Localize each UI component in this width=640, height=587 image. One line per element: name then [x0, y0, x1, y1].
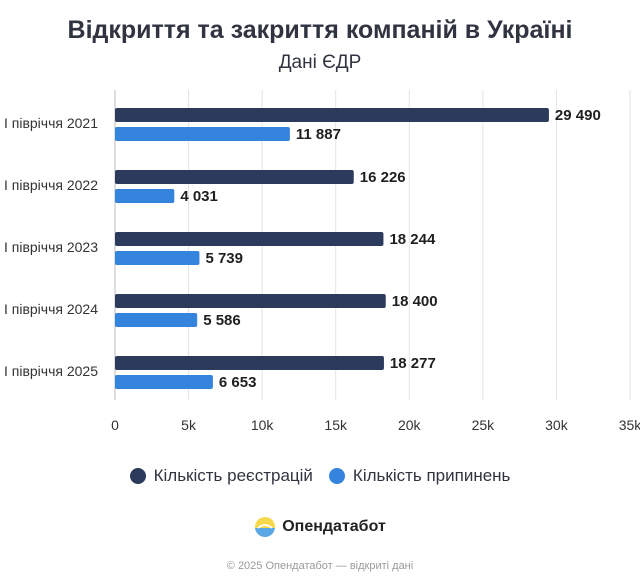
- legend-swatch-terminations: [328, 468, 345, 484]
- legend-item-registrations[interactable]: Кількість реєстрацій: [129, 466, 313, 486]
- bar-terminations: [115, 313, 198, 327]
- legend-swatch-registrations: [129, 468, 146, 484]
- bar-registrations: [115, 294, 386, 308]
- bar-registrations: [115, 170, 354, 184]
- bar-value-label: 18 400: [392, 293, 438, 310]
- x-tick-label: 20k: [398, 417, 422, 433]
- bar-registrations: [115, 108, 549, 122]
- bar-value-label: 6 653: [219, 374, 257, 391]
- footer-text: © 2025 Опендатабот — відкриті дані: [226, 560, 414, 572]
- x-tick-label: 30k: [545, 417, 569, 433]
- bar-terminations: [115, 375, 213, 389]
- legend-label-registrations: Кількість реєстрацій: [153, 466, 313, 485]
- bar-terminations: [115, 189, 175, 203]
- bar-value-label: 5 739: [205, 250, 243, 267]
- bar-value-label: 18 244: [389, 231, 436, 248]
- chart-title: Відкриття та закриття компаній в Україні: [67, 16, 573, 44]
- x-tick-label: 25k: [472, 417, 496, 433]
- bar-value-label: 18 277: [390, 355, 436, 372]
- bar-chart: 0 5k 10k 15k 20k 25k 30k 35k I півріччя 2021 I пі…: [4, 90, 640, 433]
- x-tick-label: 15k: [324, 417, 348, 433]
- bar-value-label: 11 887: [296, 126, 341, 143]
- x-tick-label: 35k: [619, 417, 640, 433]
- category-label: I півріччя 2025: [4, 363, 98, 379]
- brand-name: Опендатабот: [282, 518, 386, 535]
- bar-value-label: 4 031: [180, 188, 218, 205]
- bar-terminations: [115, 127, 290, 141]
- bar-registrations: [115, 232, 384, 246]
- x-tick-label: 0: [111, 417, 119, 433]
- opendatabot-logo-icon: [255, 517, 276, 537]
- category-label: I півріччя 2022: [4, 177, 98, 193]
- chart-subtitle: Дані ЄДР: [278, 52, 362, 73]
- legend: Кількість реєстрацій Кількість припинень: [0, 466, 640, 486]
- category-label: I півріччя 2021: [4, 115, 98, 131]
- bar-value-label: 16 226: [360, 169, 406, 186]
- x-tick-label: 5k: [181, 417, 197, 433]
- category-label: I півріччя 2024: [4, 301, 98, 317]
- bar-value-label: 5 586: [203, 312, 241, 329]
- x-tick-label: 10k: [251, 417, 275, 433]
- legend-label-terminations: Кількість припинень: [352, 466, 511, 485]
- bar-value-label: 29 490: [555, 107, 601, 124]
- legend-item-terminations[interactable]: Кількість припинень: [328, 466, 511, 486]
- brand: Опендатабот: [0, 516, 640, 538]
- bar-terminations: [115, 251, 200, 265]
- bar-registrations: [115, 356, 384, 370]
- category-label: I півріччя 2023: [4, 239, 98, 255]
